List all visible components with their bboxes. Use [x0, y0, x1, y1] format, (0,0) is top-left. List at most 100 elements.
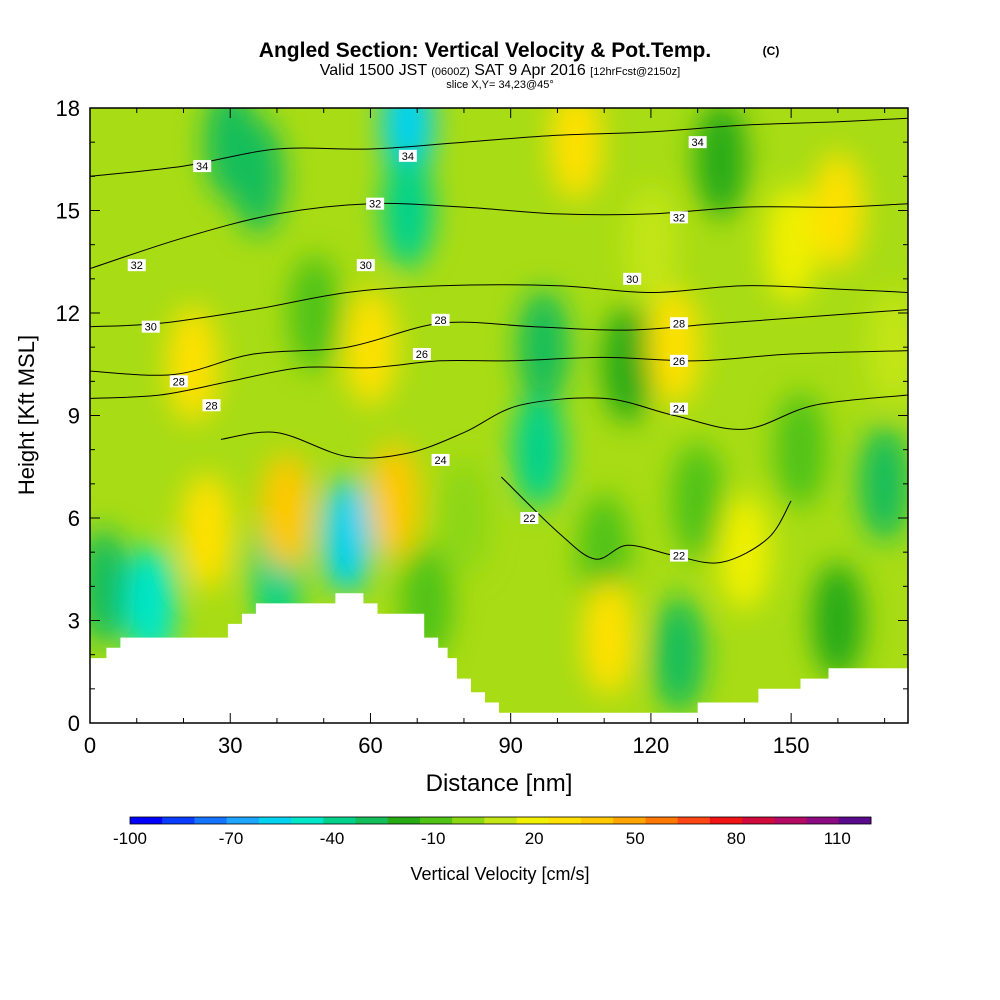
velocity-cell	[648, 289, 701, 406]
colorbar-swatch	[677, 817, 711, 824]
contour-label-34: 34	[398, 149, 417, 163]
contour-label-text: 28	[434, 315, 446, 327]
colorbar-swatch	[548, 817, 582, 824]
contour-label-text: 28	[205, 400, 217, 412]
x-tick-label: 30	[218, 733, 242, 758]
colorbar-tick-label: 80	[727, 829, 746, 848]
subtitle-zulu: (0600Z)	[431, 66, 470, 78]
contour-label-box	[398, 149, 417, 162]
contour-label-28: 28	[202, 399, 221, 412]
velocity-cell	[517, 289, 570, 406]
contour-label-30: 30	[141, 320, 160, 334]
colorbar-swatch	[387, 817, 421, 824]
contour-label-28: 28	[169, 375, 188, 388]
contour-label-text: 30	[626, 274, 638, 286]
colorbar-tick-label: -40	[320, 829, 345, 848]
contour-label-text: 34	[196, 161, 208, 173]
velocity-cell	[260, 453, 313, 570]
y-tick-label: 15	[56, 199, 80, 224]
contour-label-box	[669, 354, 688, 367]
y-tick-label: 6	[68, 506, 80, 531]
contour-label-box	[202, 399, 221, 412]
x-axis-label: Distance [nm]	[426, 770, 573, 797]
colorbar-tick-label: 50	[626, 829, 645, 848]
colorbar-tick-labels: -100 -70 -40 -10 20 50 80 110	[113, 829, 851, 848]
theta-contour-28	[90, 309, 908, 376]
colorbar-swatch	[613, 817, 646, 824]
velocity-cell	[367, 442, 420, 559]
colorbar-swatch	[484, 817, 518, 824]
velocity-cell	[232, 118, 285, 235]
colorbar-swatch	[162, 817, 195, 824]
velocity-cell	[582, 579, 635, 696]
contour-label-32: 32	[669, 211, 688, 224]
colorbar-swatch	[258, 817, 292, 824]
contour-label-box	[669, 402, 688, 415]
contour-label-box	[431, 453, 450, 466]
y-tick-label: 9	[68, 404, 80, 429]
y-tick-label: 12	[56, 301, 80, 326]
contour-label-box	[141, 320, 160, 333]
velocity-cell	[166, 306, 219, 423]
contour-label-26: 26	[669, 354, 688, 368]
velocity-cell	[550, 108, 603, 201]
contour-label-30: 30	[356, 259, 375, 272]
contour-label-box	[127, 259, 146, 272]
velocity-cell	[867, 289, 908, 406]
velocity-cell	[124, 545, 177, 662]
contour-label-box	[669, 317, 688, 330]
contour-label-26: 26	[412, 348, 431, 361]
velocity-cell	[718, 494, 771, 611]
contour-label-text: 24	[434, 455, 446, 467]
colorbar-swatch	[806, 817, 840, 824]
contour-label-text: 26	[416, 349, 428, 361]
y-tick-label: 18	[56, 96, 80, 121]
contour-label-box	[520, 512, 539, 524]
colorbar-swatch	[452, 817, 485, 824]
contour-label-box	[193, 160, 212, 173]
colorbar-swatch	[709, 817, 743, 824]
velocity-cell	[671, 442, 724, 559]
contour-label-text: 28	[173, 376, 185, 388]
x-tick-label: 0	[84, 733, 96, 758]
colorbar-swatch	[419, 817, 453, 824]
colorbar-swatch	[323, 817, 356, 824]
velocity-cell	[601, 306, 654, 423]
velocity-cell	[512, 391, 565, 508]
velocity-cell	[774, 391, 827, 508]
contour-label-text: 22	[523, 513, 535, 525]
contour-label-box	[688, 136, 707, 149]
velocity-cell	[811, 562, 864, 679]
contour-label-text: 24	[673, 404, 685, 416]
contour-label-32: 32	[127, 259, 146, 272]
colorbar-label: Vertical Velocity [cm/s]	[410, 864, 589, 884]
y-axis-ticks: 0 3 6 9 12 15 18	[56, 96, 908, 736]
contour-label-22: 22	[520, 512, 539, 525]
colorbar-swatch	[291, 817, 324, 824]
velocity-cell	[344, 289, 397, 406]
theta-contour-26	[90, 350, 908, 399]
contour-label-28: 28	[669, 317, 688, 330]
chart-title-unit: (C)	[763, 44, 780, 58]
velocity-cell	[321, 477, 374, 594]
colorbar	[129, 816, 872, 825]
contour-label-text: 34	[692, 137, 704, 149]
colorbar-swatch	[645, 817, 679, 824]
chart-subtitle-slice: slice X,Y= 34,23@45°	[446, 79, 554, 91]
colorbar-swatch	[581, 817, 614, 824]
velocity-cell	[652, 596, 705, 713]
contour-label-text: 30	[145, 322, 157, 334]
theta-contour-24	[220, 394, 908, 459]
contour-label-text: 30	[360, 260, 372, 272]
contour-label-text: 22	[673, 551, 685, 563]
y-axis-label: Height [Kft MSL]	[14, 335, 39, 495]
y-tick-label: 0	[68, 711, 80, 736]
chart-title: Angled Section: Vertical Velocity & Pot.…	[259, 39, 711, 62]
colorbar-tick-label: -70	[219, 829, 244, 848]
contour-label-34: 34	[193, 160, 212, 173]
colorbar-swatch	[742, 817, 775, 824]
colorbar-swatch	[838, 817, 872, 824]
velocity-field	[90, 108, 908, 713]
theta-contour-22	[500, 476, 792, 564]
